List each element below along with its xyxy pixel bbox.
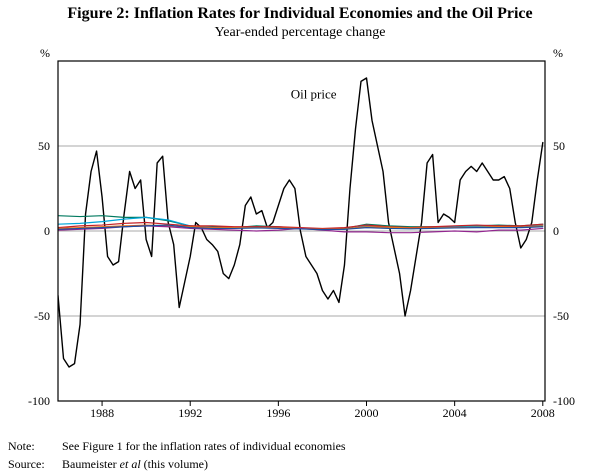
y-tick-label-right-0: 0 xyxy=(553,224,559,238)
y-tick-label-left-0: 0 xyxy=(44,224,50,238)
oil-price-annotation: Oil price xyxy=(291,86,337,101)
plot-border xyxy=(57,60,546,402)
y-tick-label-right--50: -50 xyxy=(553,309,569,323)
source-row: Source: Baumeister et al (this volume) xyxy=(8,455,346,473)
y-tick-label-right--100: -100 xyxy=(553,394,575,408)
figure-notes: Note: See Figure 1 for the inflation rat… xyxy=(8,437,346,473)
source-text: Baumeister et al (this volume) xyxy=(62,457,208,471)
y-tick-label-left-50: 50 xyxy=(38,139,50,153)
note-label: Note: xyxy=(8,439,35,453)
note-row: Note: See Figure 1 for the inflation rat… xyxy=(8,437,346,455)
y-tick-label-left--50: -50 xyxy=(34,309,50,323)
source-label: Source: xyxy=(8,457,45,471)
x-tick-label-1988: 1988 xyxy=(90,406,114,420)
y-axis-unit-right: % xyxy=(553,46,563,60)
y-axis-unit-left: % xyxy=(40,46,50,60)
x-tick-label-2000: 2000 xyxy=(355,406,379,420)
x-tick-label-2008: 2008 xyxy=(531,406,555,420)
figure-subtitle: Year-ended percentage change xyxy=(214,25,386,40)
series-group xyxy=(58,77,544,368)
x-tick-label-1992: 1992 xyxy=(178,406,202,420)
y-tick-label-right-50: 50 xyxy=(553,139,565,153)
figure-title: Figure 2: Inflation Rates for Individual… xyxy=(67,5,533,22)
y-tick-label-left--100: -100 xyxy=(28,394,50,408)
x-tick-label-2004: 2004 xyxy=(443,406,467,420)
chart-plot: 1988 1992 1996 2000 2004 2008 50 50 0 0 -50 -50 -100… xyxy=(28,46,575,420)
series-inflation-economy-6-line xyxy=(58,224,544,231)
series-inflation-economy-3-line xyxy=(58,221,544,230)
x-tick-label-1996: 1996 xyxy=(266,406,290,420)
note-text: See Figure 1 for the inflation rates of … xyxy=(62,439,346,453)
series-oil-price-line xyxy=(58,77,544,368)
